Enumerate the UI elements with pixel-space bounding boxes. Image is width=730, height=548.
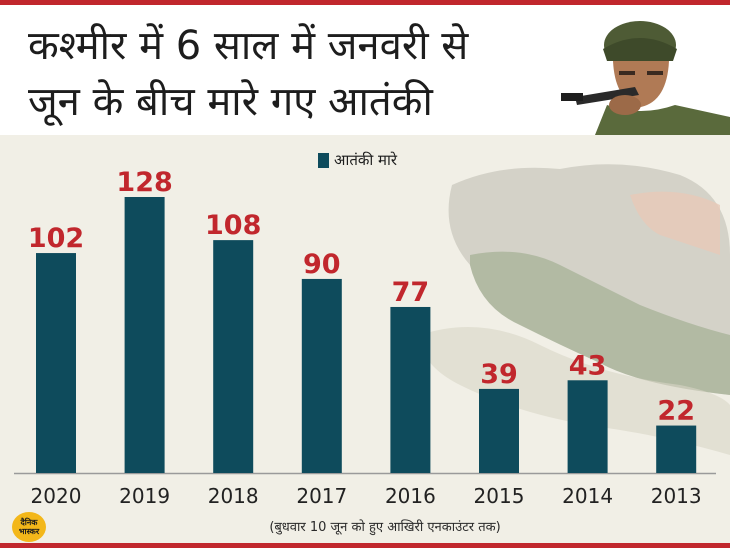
x-tick-2020: 2020	[31, 484, 82, 508]
x-tick-2015: 2015	[474, 484, 525, 508]
bar-2018	[213, 240, 254, 473]
value-label-2019: 128	[116, 167, 172, 198]
value-label-2013: 22	[657, 396, 695, 427]
bar-2017	[301, 278, 342, 473]
legend-swatch	[318, 152, 329, 168]
value-label-2017: 90	[303, 249, 341, 280]
top-accent-bar	[0, 0, 730, 5]
footnote: (बुधवार 10 जून को हुए आखिरी एनकाउंटर तक)	[269, 520, 501, 535]
x-tick-2017: 2017	[296, 484, 347, 508]
x-tick-2013: 2013	[651, 484, 702, 508]
bar-2014	[567, 380, 608, 473]
legend: आतंकी मारे	[318, 151, 398, 169]
bar-2019	[124, 197, 165, 473]
legend-label: आतंकी मारे	[334, 151, 398, 169]
chart-panel: 102 2020 128 2019 108 2018 90 2017 77 2016 39 2015 4…	[0, 135, 730, 543]
value-label-2020: 102	[28, 223, 84, 254]
value-label-2015: 39	[480, 359, 518, 390]
bar-2013	[656, 425, 697, 473]
bar-chart: 102 2020 128 2019 108 2018 90 2017 77 2016 39 2015 4…	[14, 167, 716, 508]
title-line-2: जून के बीच मारे गए आतंकी	[28, 79, 433, 125]
title-line-1: कश्मीर में 6 साल में जनवरी से	[28, 23, 469, 69]
value-label-2018: 108	[205, 210, 261, 241]
x-tick-2019: 2019	[119, 484, 170, 508]
bar-2020	[36, 253, 76, 473]
soldier-illustration	[561, 21, 730, 135]
bar-2015	[479, 388, 519, 473]
x-tick-2014: 2014	[562, 484, 613, 508]
dainik-bhaskar-logo: दैनिक भास्कर	[12, 512, 46, 542]
page-title: कश्मीर में 6 साल में जनवरी से जून के बीच…	[28, 18, 548, 130]
logo-text: दैनिक भास्कर	[18, 518, 40, 536]
value-label-2016: 77	[392, 277, 430, 308]
bottom-accent-bar	[0, 543, 730, 548]
x-tick-2018: 2018	[208, 484, 259, 508]
bar-2016	[390, 306, 431, 473]
value-label-2014: 43	[569, 350, 607, 381]
kashmir-map-background	[420, 164, 730, 455]
x-tick-2016: 2016	[385, 484, 436, 508]
